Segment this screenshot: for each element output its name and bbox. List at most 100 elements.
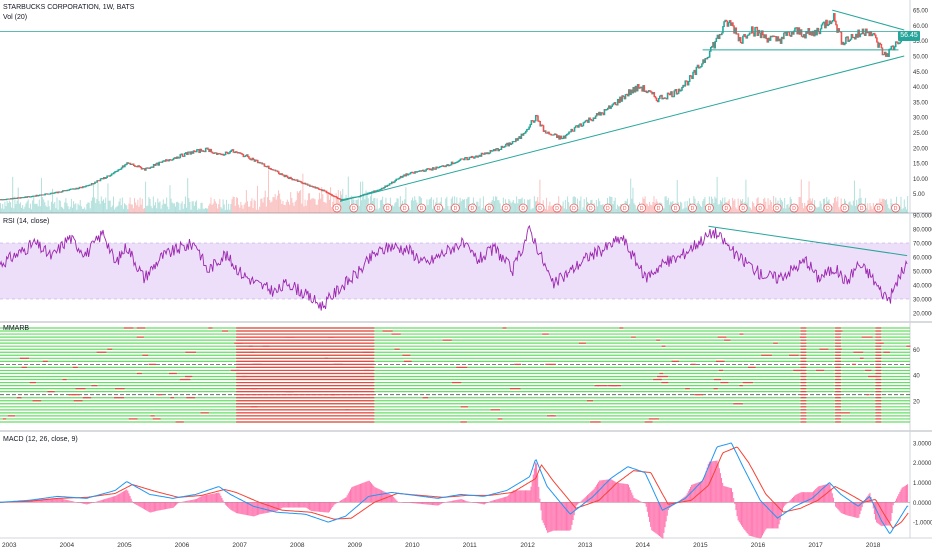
volume-bar [118,201,120,213]
price-candle [440,165,443,167]
volume-bar [850,204,852,213]
price-candle [222,153,225,156]
dividend-glyph: D [843,206,847,212]
price-candle [180,153,183,156]
price-candle [376,189,379,192]
volume-bar [651,205,653,213]
price-candle [100,178,103,180]
dividend-marker: D [501,203,511,213]
macd-histogram-bar [116,495,118,503]
price-candle [232,149,235,153]
macd-histogram-bar [65,499,67,503]
price-candle [81,186,84,189]
volume-bar [678,207,680,213]
dividend-glyph: D [437,206,441,212]
volume-bar [315,204,317,213]
price-candle [629,89,631,96]
macd-histogram-bar [601,480,603,503]
macd-histogram-bar [560,502,562,531]
price-candle [383,186,385,189]
macd-histogram-bar [196,498,198,503]
macd-histogram-bar [464,500,466,503]
volume-bar [805,205,807,213]
macd-histogram-bar [98,500,100,503]
macd-histogram-bar [220,495,222,503]
macd-histogram-bar [460,499,462,503]
volume-bar [785,208,787,213]
price-candle [285,174,288,177]
volume-bar [408,207,410,213]
price-candle [409,172,412,175]
price-candle [21,197,23,199]
price-candle [1,199,3,201]
price-candle [191,151,194,154]
macd-histogram-bar [392,495,394,503]
macd-histogram-bar [530,486,532,503]
macd-histogram-bar [898,494,900,503]
macd-histogram-bar [873,502,875,515]
price-candle [115,170,117,173]
macd-histogram-bar [534,462,536,503]
price-candle [333,195,335,198]
volume-bar [883,199,885,213]
macd-histogram-bar [109,497,111,503]
volume-bar [377,209,379,213]
price-candle [549,133,551,135]
price-candle [227,152,229,155]
volume-bar [206,208,208,213]
price-candle [736,33,739,35]
price-candle [859,33,862,38]
volume-bar [32,200,34,213]
volume-bar [130,204,132,213]
price-candle [502,146,505,148]
volume-bar [856,199,858,213]
volume-bar [155,202,157,213]
macd-histogram-bar [119,493,121,503]
macd-histogram-bar [756,502,758,538]
price-candle [112,172,115,175]
dividend-marker: D [874,203,884,213]
y-tick-label: 10.00 [913,177,929,183]
price-candle [372,191,374,193]
macd-histogram-bar [469,501,471,503]
macd-histogram-bar [268,502,270,513]
macd-histogram-bar [725,486,727,503]
dividend-glyph: D [877,206,881,212]
price-candle [812,30,815,37]
volume-bar [602,204,604,213]
price-candle [373,190,375,193]
volume-bar [747,197,749,213]
macd-histogram-bar [478,502,480,504]
macd-histogram-bar [379,489,381,503]
macd-histogram-bar [359,483,361,503]
macd-histogram-bar [843,502,845,515]
macd-histogram-bar [744,502,746,531]
volume-bar [307,193,309,213]
volume-bar [83,208,85,213]
price-candle [734,27,736,34]
volume-bar [136,205,138,213]
macd-histogram-bar [445,501,447,503]
dividend-marker: D [468,203,477,213]
volume-bar [382,196,384,213]
macd-histogram-bar [767,502,769,529]
volume-bar [203,208,205,213]
price-candle [266,165,269,168]
dividend-circle [721,203,731,213]
price-candle [554,133,557,136]
price-candle [776,36,779,42]
price-candle [738,37,741,42]
price-candle [93,183,95,185]
price-candle [526,128,528,132]
volume-bar [551,205,553,213]
macd-histogram-bar [166,502,168,510]
price-candle [636,83,639,92]
price-candle [287,177,290,180]
macd-histogram-bar [194,499,196,503]
price-candle [632,86,635,94]
price-candle [723,21,725,28]
volume-bar [258,209,260,213]
price-candle [323,189,326,192]
y-tick-label: 40.00 [913,85,929,91]
